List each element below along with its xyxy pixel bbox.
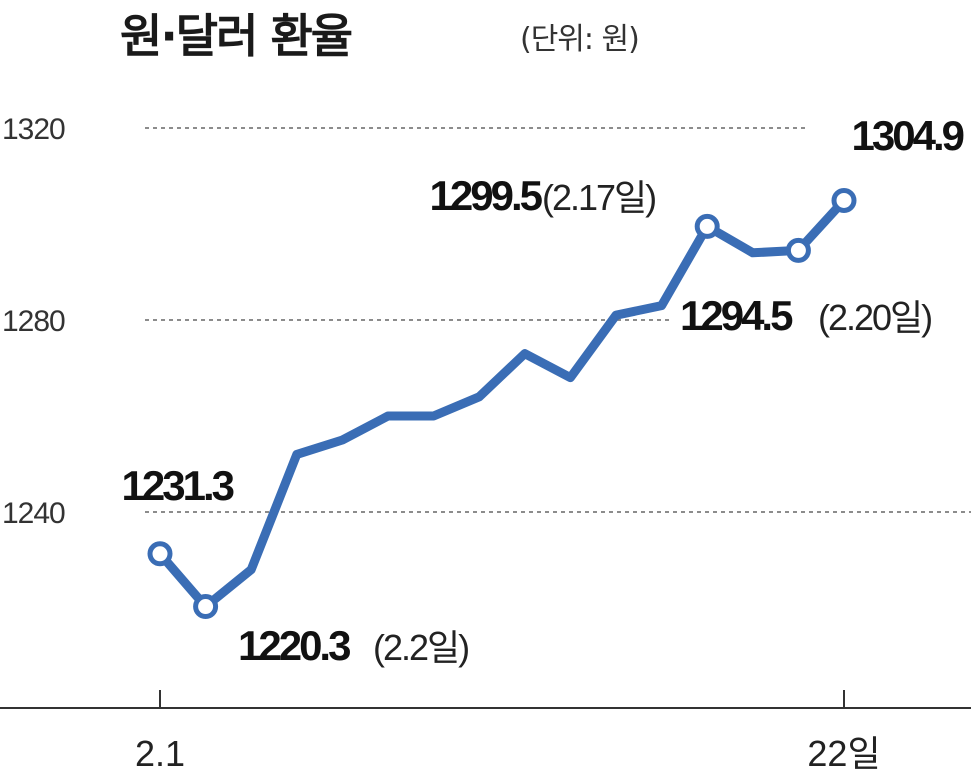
x-tick-label: 2.1	[135, 733, 185, 773]
annotations: 1231.3 1220.3 (2.2일) 1299.5 (2.17일) 1294.5 (2.…	[122, 112, 967, 669]
annotation-value: 1231.3	[122, 462, 234, 509]
data-point-marker	[193, 594, 219, 620]
chart-title: 원·달러 환율	[120, 9, 353, 63]
annotation-date: (2.17일)	[542, 177, 655, 218]
data-point-marker	[694, 213, 720, 239]
y-tick-label: 1280	[2, 305, 65, 338]
grid-lines	[145, 127, 971, 513]
chart-unit: (단위: 원)	[520, 22, 640, 57]
data-point-marker	[147, 541, 173, 567]
series-line	[155, 196, 849, 612]
data-point-marker	[831, 187, 857, 213]
annotated-markers	[147, 187, 857, 620]
y-tick-labels: 1240 1280 1320	[2, 113, 66, 530]
data-point-marker	[785, 237, 811, 263]
annotation-value: 1299.5	[430, 172, 543, 219]
annotation-value: 1294.5	[680, 292, 793, 339]
y-tick-label: 1320	[2, 113, 65, 146]
annotation-date: (2.20일)	[818, 297, 931, 338]
annotation-date: (2.2일)	[373, 627, 468, 668]
y-tick-label: 1240	[2, 497, 65, 530]
x-tick-label: 22일	[807, 733, 880, 773]
x-tick-labels: 2.1 22일	[135, 690, 881, 773]
annotation-value: 1304.9	[852, 112, 964, 159]
annotation-value: 1220.3	[238, 622, 350, 669]
